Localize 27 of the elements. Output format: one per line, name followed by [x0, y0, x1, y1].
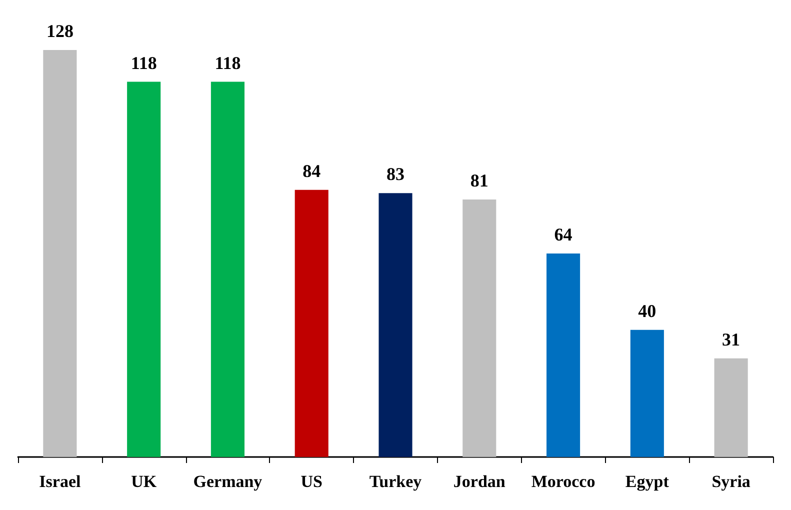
x-tick-label: US [300, 472, 322, 491]
data-label: 81 [470, 170, 488, 190]
bar [714, 358, 748, 457]
bar [378, 193, 412, 457]
x-tick-label: Germany [193, 472, 263, 491]
x-tick-label: Syria [712, 472, 751, 491]
bar [462, 199, 496, 457]
bar [127, 82, 161, 457]
data-label: 118 [214, 52, 241, 73]
x-tick-label: UK [131, 472, 158, 491]
bar [630, 330, 664, 457]
data-label: 83 [386, 164, 404, 184]
data-label: 64 [554, 224, 572, 244]
x-tick-label: Morocco [531, 472, 596, 491]
data-label: 118 [130, 52, 157, 73]
bar [210, 82, 244, 457]
x-tick-label: Israel [39, 472, 81, 491]
data-label: 128 [46, 21, 74, 41]
bar [546, 254, 580, 457]
data-label: 84 [302, 160, 321, 181]
x-tick-label: Turkey [369, 472, 422, 491]
bar [294, 190, 328, 457]
data-label: 31 [722, 329, 740, 350]
x-tick-label: Egypt [625, 472, 670, 491]
data-label: 40 [638, 300, 656, 321]
bar [43, 50, 77, 457]
x-tick-label: Jordan [453, 472, 506, 491]
